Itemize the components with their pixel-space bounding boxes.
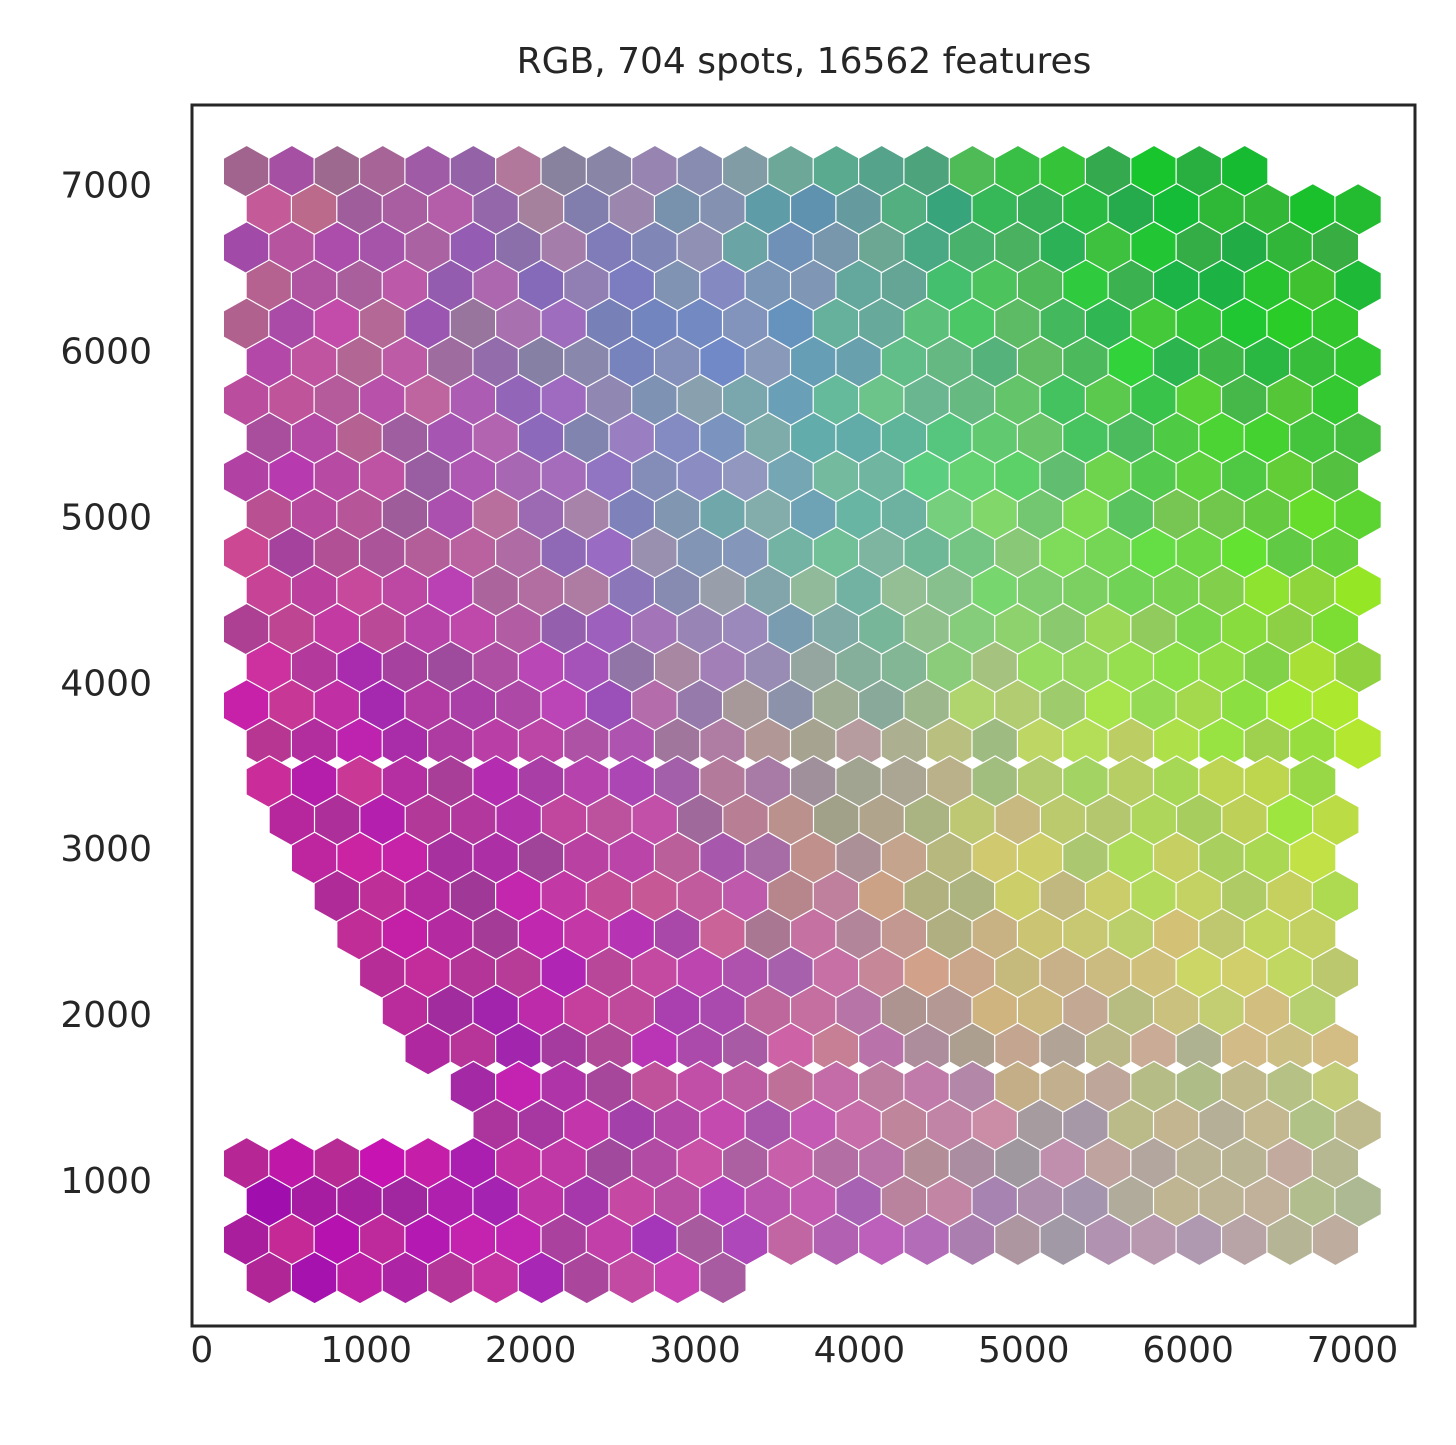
y-tick-label: 1000	[60, 1161, 152, 1202]
y-tick-label: 5000	[60, 497, 152, 538]
x-tick-label: 7000	[1307, 1330, 1399, 1371]
spot	[1334, 717, 1382, 771]
spot	[1311, 1213, 1360, 1267]
x-tick-label: 0	[190, 1330, 213, 1371]
chart-title: RGB, 704 spots, 16562 features	[517, 41, 1092, 82]
spots-layer	[222, 144, 1382, 1305]
x-tick-label: 3000	[649, 1330, 741, 1371]
y-axis-ticks: 1000 2000 3000 4000 5000 6000 7000	[60, 166, 152, 1202]
x-tick-label: 1000	[320, 1330, 412, 1371]
x-tick-label: 6000	[1142, 1330, 1234, 1371]
x-tick-label: 2000	[485, 1330, 577, 1371]
y-tick-label: 7000	[60, 166, 152, 207]
plot-frame	[190, 103, 1417, 1328]
y-tick-label: 3000	[60, 829, 152, 870]
y-tick-label: 2000	[60, 995, 152, 1036]
y-tick-label: 4000	[60, 663, 152, 704]
x-tick-label: 5000	[978, 1330, 1070, 1371]
x-tick-label: 4000	[814, 1330, 906, 1371]
spot	[699, 1251, 747, 1305]
x-axis-ticks: 0 1000 2000 3000 4000 5000 6000 7000	[190, 1330, 1398, 1371]
y-tick-label: 6000	[60, 332, 152, 373]
